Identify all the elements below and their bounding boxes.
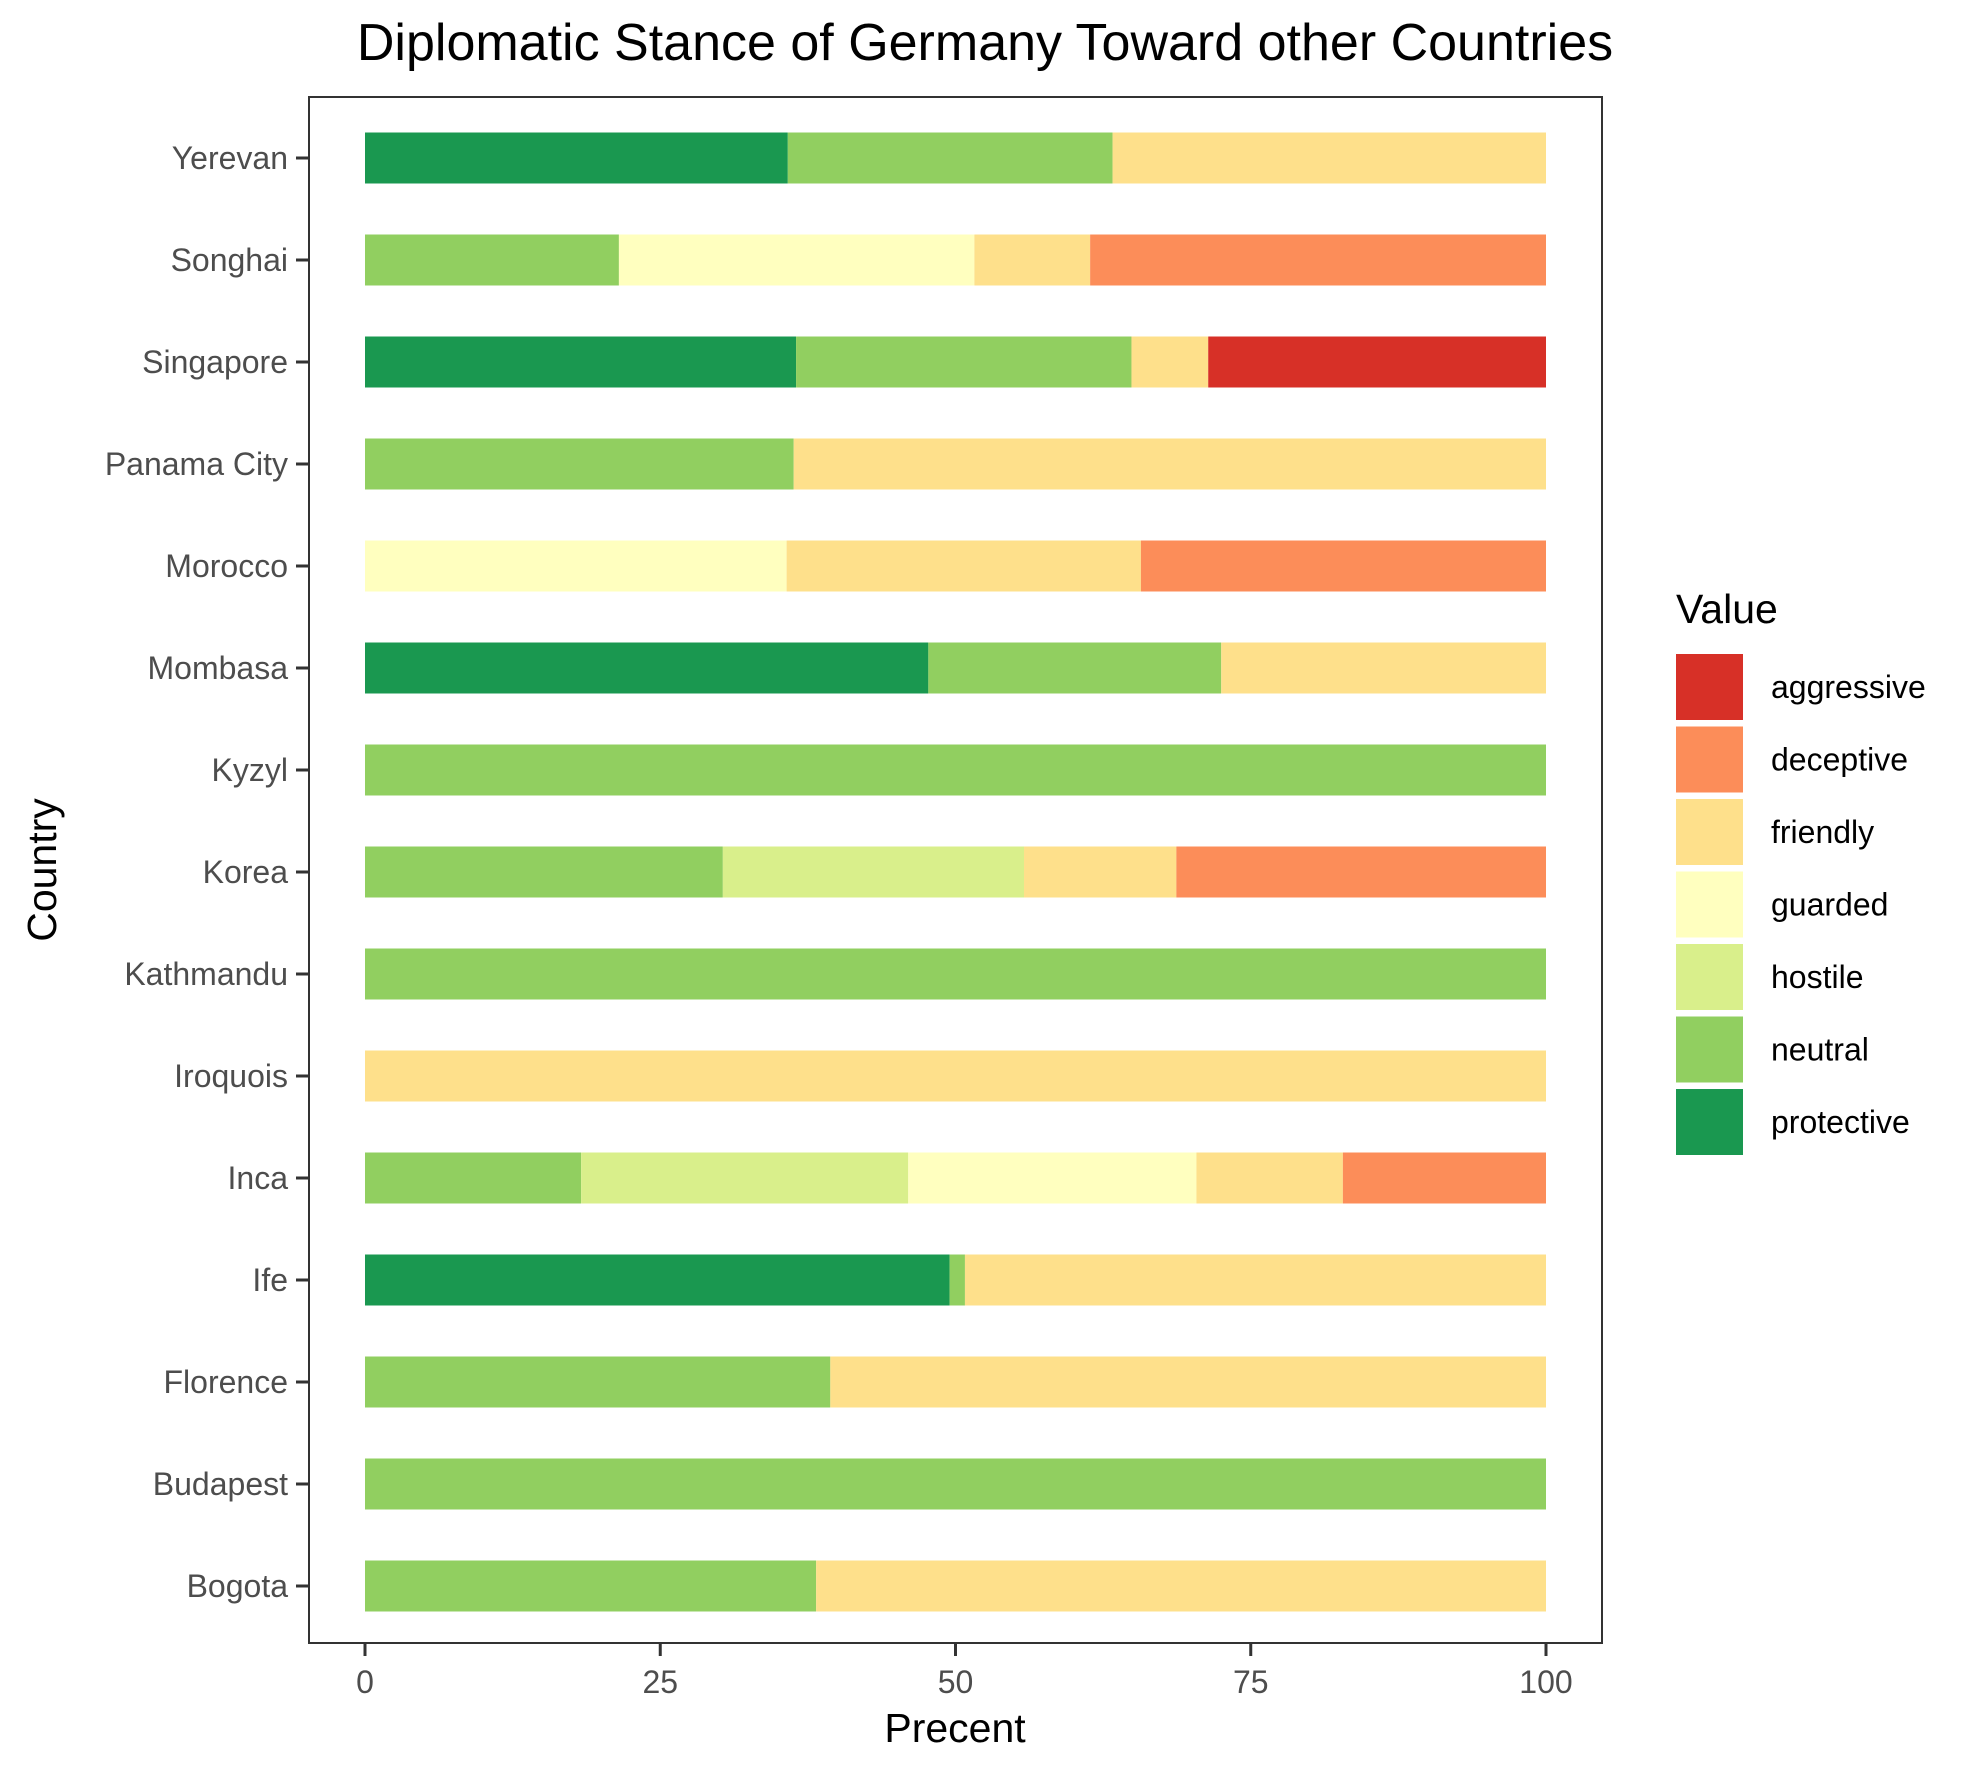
bar-segment-neutral: [928, 642, 1222, 694]
y-tick-label: Budapest: [153, 1466, 288, 1502]
bar-segment-friendly: [830, 1356, 1546, 1408]
x-tick-label: 25: [642, 1664, 678, 1700]
legend-label-protective: protective: [1771, 1104, 1910, 1140]
y-tick-label: Florence: [164, 1364, 289, 1400]
bar-segment-friendly: [1023, 846, 1177, 898]
bar-segment-neutral: [365, 846, 723, 898]
y-tick-label: Panama City: [105, 446, 288, 482]
legend-swatch-deceptive: [1676, 726, 1743, 793]
y-tick-label: Singapore: [142, 344, 288, 380]
bar-segment-friendly: [1221, 642, 1546, 694]
bar-segment-neutral: [365, 1560, 817, 1612]
bar-layer: [365, 132, 1546, 1612]
bar-segment-deceptive: [1090, 234, 1546, 286]
bar-segment-friendly: [1196, 1152, 1343, 1204]
bar-segment-neutral: [796, 336, 1132, 388]
bar-segment-friendly: [1131, 336, 1209, 388]
bar-segment-friendly: [816, 1560, 1546, 1612]
bar-segment-friendly: [1112, 132, 1546, 184]
y-tick-label: Kathmandu: [124, 956, 288, 992]
legend-swatch-hostile: [1676, 944, 1743, 1010]
y-tick-label: Songhai: [171, 242, 288, 278]
y-tick-label: Morocco: [165, 548, 288, 584]
legend-label-hostile: hostile: [1771, 959, 1864, 995]
legend-label-guarded: guarded: [1771, 887, 1888, 923]
bar-segment-protective: [365, 132, 788, 184]
bar-segment-protective: [365, 1254, 950, 1306]
y-axis-title: Country: [19, 798, 65, 942]
x-tick-label: 75: [1233, 1664, 1269, 1700]
y-axis: Bogota Budapest Florence Ife Inca Iroquois Kat…: [105, 140, 309, 1604]
legend-label-deceptive: deceptive: [1771, 742, 1908, 778]
legend-swatch-guarded: [1676, 871, 1743, 938]
x-axis: 0 25 50 75 100: [356, 1643, 1573, 1700]
chart-title: Diplomatic Stance of Germany Toward othe…: [357, 14, 1613, 72]
y-tick-label: Korea: [203, 854, 289, 890]
bar-segment-neutral: [365, 438, 794, 490]
bar-segment-protective: [365, 642, 929, 694]
legend-swatch-aggressive: [1676, 654, 1743, 720]
bar-segment-neutral: [949, 1254, 965, 1306]
bar-segment-protective: [365, 336, 797, 388]
bar-segment-neutral: [365, 234, 619, 286]
bar-segment-friendly: [786, 540, 1141, 592]
bar-segment-guarded: [365, 540, 787, 592]
bar-segment-friendly: [793, 438, 1546, 490]
y-tick-label: Kyzyl: [212, 752, 288, 788]
legend-swatch-neutral: [1676, 1016, 1743, 1083]
y-tick-label: Yerevan: [172, 140, 288, 176]
x-tick-label: 50: [938, 1664, 974, 1700]
legend-label-friendly: friendly: [1771, 814, 1874, 850]
legend-swatch-friendly: [1676, 799, 1743, 865]
y-tick-label: Bogota: [187, 1568, 289, 1604]
bar-segment-neutral: [365, 1152, 582, 1204]
bar-segment-deceptive: [1140, 540, 1546, 592]
x-tick-label: 100: [1519, 1664, 1572, 1700]
y-tick-label: Mombasa: [148, 650, 289, 686]
x-axis-title: Precent: [884, 1705, 1026, 1751]
bar-segment-friendly: [365, 1050, 1546, 1102]
y-tick-label: Ife: [252, 1262, 288, 1298]
bar-segment-guarded: [618, 234, 975, 286]
bar-segment-deceptive: [1176, 846, 1546, 898]
bar-segment-deceptive: [1342, 1152, 1546, 1204]
bar-segment-friendly: [964, 1254, 1546, 1306]
bar-segment-neutral: [365, 744, 1546, 796]
legend: Value aggressive deceptive friendly guarded…: [1676, 586, 1926, 1155]
bar-segment-neutral: [365, 1458, 1546, 1510]
bar-segment-hostile: [581, 1152, 909, 1204]
legend-title: Value: [1676, 586, 1778, 632]
bar-segment-neutral: [365, 948, 1546, 1000]
legend-label-neutral: neutral: [1771, 1032, 1869, 1068]
y-tick-label: Iroquois: [174, 1058, 288, 1094]
bar-segment-guarded: [908, 1152, 1197, 1204]
y-tick-label: Inca: [228, 1160, 289, 1196]
legend-swatch-protective: [1676, 1089, 1743, 1155]
bar-segment-aggressive: [1208, 336, 1546, 388]
legend-label-aggressive: aggressive: [1771, 669, 1926, 705]
bar-segment-friendly: [974, 234, 1091, 286]
bar-segment-neutral: [365, 1356, 831, 1408]
bar-segment-neutral: [787, 132, 1113, 184]
x-tick-label: 0: [356, 1664, 374, 1700]
bar-segment-hostile: [722, 846, 1024, 898]
